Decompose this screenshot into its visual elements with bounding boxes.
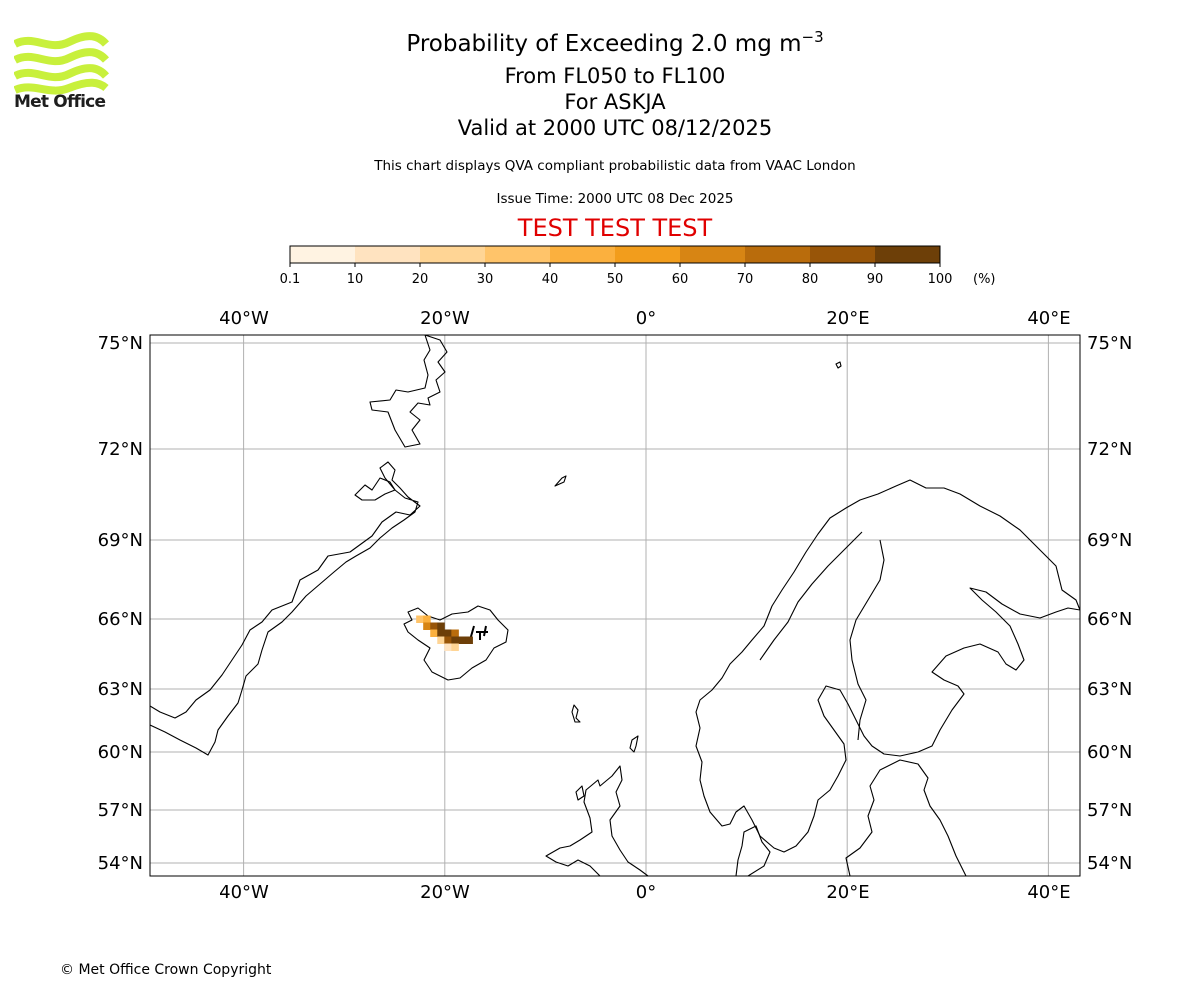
ash-cell [444,636,452,644]
colorbar-swatch-0 [290,246,356,263]
border-sweden-finland [849,539,885,741]
lat-label-right-69n: 69°N [1087,530,1132,551]
coastline-hebrides [575,785,585,801]
issue-time: Issue Time: 2000 UTC 08 Dec 2025 [496,191,734,207]
coastline-uk [545,765,649,876]
lon-label-top-20w: 20°W [420,308,470,329]
ash-cell [451,629,459,637]
colorbar-tick-label: 80 [802,272,819,287]
ash-cell [416,615,424,623]
test-banner: TEST TEST TEST [517,214,713,242]
lat-label-right-72n: 72°N [1087,439,1132,460]
ash-cell [458,636,466,644]
ash-cell [444,629,452,637]
border-norway-sweden [759,531,863,661]
map-frame [149,334,1081,877]
lat-label-left-69n: 69°N [98,530,143,551]
volcano-name: For ASKJA [564,90,666,114]
lon-label-bottom-20w: 20°W [420,882,470,903]
lon-label-top-40w: 40°W [219,308,269,329]
colorbar-tick-label: 0.1 [280,272,301,287]
ash-cell [423,622,431,630]
lat-label-right-63n: 63°N [1087,679,1132,700]
coastline-greenland [369,335,448,448]
coastline-scandinavia [695,479,1080,853]
colorbar: 0.1 10 20 30 40 50 60 70 80 90 100 [280,245,953,287]
coastline-greenland-east [150,461,421,756]
coastline-denmark [735,825,771,876]
lat-label-right-57n: 57°N [1087,800,1132,821]
colorbar-tick-label: 10 [347,272,364,287]
colorbar-tick-label: 20 [412,272,429,287]
chart-title: Probability of Exceeding 2.0 mg m−3 [0,28,1200,57]
lat-label-right-75n: 75°N [1087,333,1132,354]
colorbar-tick-label: 30 [477,272,494,287]
lon-label-top-40e: 40°E [1027,308,1070,329]
colorbar-unit: (%) [973,272,996,287]
colorbar-tick-label: 50 [607,272,624,287]
lat-label-right-66n: 66°N [1087,609,1132,630]
lon-label-bottom-0: 0° [636,882,656,903]
ash-cell [451,643,459,651]
colorbar-tick-label: 70 [737,272,754,287]
coastline-shetland [629,735,639,753]
ash-cell [451,636,459,644]
lat-label-left-54n: 54°N [98,853,143,874]
ash-cell [437,629,445,637]
lon-label-bottom-20e: 20°E [826,882,869,903]
ash-cell [444,643,452,651]
coastline-faroe [571,704,581,723]
colorbar-tick-label: 40 [542,272,559,287]
ash-cell [437,636,445,644]
ash-cell [465,636,473,644]
coastline-baltics [845,759,967,876]
valid-time: Valid at 2000 UTC 08/12/2025 [457,116,773,140]
colorbar-swatch-6 [680,246,746,263]
chart-description: This chart displays QVA compliant probab… [374,158,856,174]
volcano-marker-icon [469,625,488,641]
colorbar-swatch-8 [810,246,876,263]
colorbar-swatch-9 [875,246,941,263]
title-main: Probability of Exceeding 2.0 mg m [406,31,802,57]
met-office-logo-icon [14,32,110,95]
colorbar-tick-label: 100 [928,272,953,287]
colorbar-tick-label: 90 [867,272,884,287]
ash-cell [430,622,438,630]
colorbar-swatch-1 [355,246,421,263]
coastline-jan-mayen [554,475,567,487]
level-range: From FL050 to FL100 [504,64,726,88]
copyright-notice: © Met Office Crown Copyright [60,962,272,978]
title-exponent: −3 [801,28,824,46]
colorbar-swatch-7 [745,246,811,263]
lat-label-left-66n: 66°N [98,609,143,630]
lat-label-left-72n: 72°N [98,439,143,460]
lat-label-right-60n: 60°N [1087,742,1132,763]
lat-label-left-75n: 75°N [98,333,143,354]
lon-label-bottom-40w: 40°W [219,882,269,903]
lon-label-top-0: 0° [636,308,656,329]
lat-label-left-57n: 57°N [98,800,143,821]
ash-cell [437,622,445,630]
lat-label-left-60n: 60°N [98,742,143,763]
colorbar-tick-label: 60 [672,272,689,287]
ash-cell [430,629,438,637]
lon-label-top-20e: 20°E [826,308,869,329]
lat-label-left-63n: 63°N [98,679,143,700]
map-gridlines [150,335,1080,876]
ash-cell [423,615,431,623]
met-office-logo-text: Met Office [14,92,106,112]
lat-label-right-54n: 54°N [1087,853,1132,874]
colorbar-swatch-4 [550,246,616,263]
ash-probability-cells [416,615,473,651]
lon-label-bottom-40e: 40°E [1027,882,1070,903]
colorbar-swatch-2 [420,246,486,263]
coastline-iceland [403,605,509,681]
colorbar-swatch-5 [615,246,681,263]
coastline-greenland-fjord [354,477,396,501]
coastline-bear-island [835,361,842,369]
colorbar-swatch-3 [485,246,551,263]
